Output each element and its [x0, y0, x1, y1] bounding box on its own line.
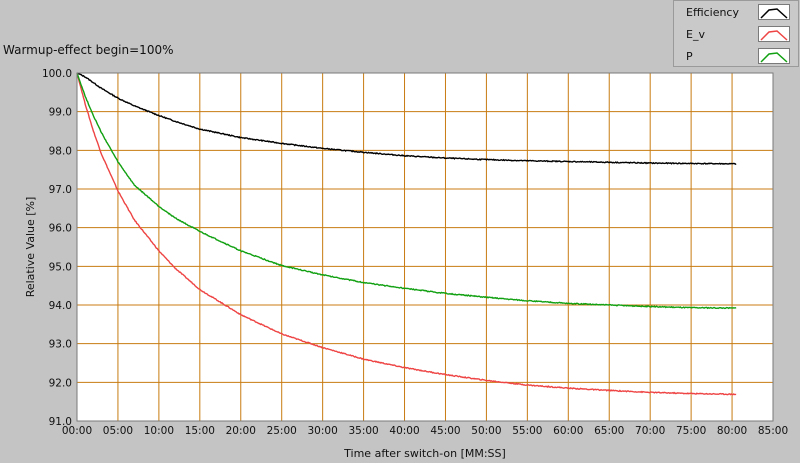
x-tick-label: 45:00	[430, 425, 460, 437]
legend-item-p[interactable]: P	[674, 46, 800, 68]
x-tick-label: 00:00	[62, 425, 92, 437]
tick-labels: 00:00 05:00 10:00 15:00 20:00 25:00 30:00 35:00…	[42, 68, 788, 437]
plot-area	[77, 73, 773, 421]
legend-line-efficiency	[760, 8, 788, 19]
y-axis-label: Relative Value [%]	[24, 197, 37, 298]
x-tick-label: 30:00	[308, 425, 338, 437]
x-tick-label: 80:00	[717, 425, 747, 437]
legend-swatch-efficiency	[758, 4, 790, 20]
legend-line-p	[760, 52, 788, 63]
x-tick-label: 85:00	[758, 425, 788, 437]
x-tick-label: 25:00	[267, 425, 297, 437]
legend-label-efficiency: Efficiency	[686, 6, 739, 19]
legend: Efficiency E_v P	[673, 0, 799, 67]
y-tick-label: 94.0	[49, 300, 72, 312]
y-tick-label: 100.0	[42, 68, 72, 80]
plot-border	[76, 72, 774, 422]
x-tick-label: 15:00	[185, 425, 215, 437]
x-tick-label: 40:00	[389, 425, 419, 437]
legend-line-e-v	[760, 30, 788, 41]
series-line-e-v	[76, 72, 737, 396]
legend-swatch-p	[758, 48, 790, 64]
x-tick-label: 75:00	[676, 425, 706, 437]
x-tick-label: 20:00	[226, 425, 256, 437]
legend-item-efficiency[interactable]: Efficiency	[674, 2, 800, 24]
y-tick-label: 91.0	[49, 416, 72, 428]
legend-label-e-v: E_v	[686, 28, 705, 41]
legend-item-e-v[interactable]: E_v	[674, 24, 800, 46]
y-tick-label: 98.0	[49, 145, 72, 157]
legend-label-p: P	[686, 50, 693, 63]
x-tick-label: 05:00	[103, 425, 133, 437]
y-tick-label: 95.0	[49, 261, 72, 273]
x-tick-label: 35:00	[348, 425, 378, 437]
series-line-efficiency	[76, 72, 737, 166]
y-tick-label: 92.0	[49, 377, 72, 389]
series-line-p	[76, 72, 737, 310]
x-axis-label: Time after switch-on [MM:SS]	[343, 447, 506, 460]
y-tick-label: 99.0	[49, 107, 72, 119]
x-tick-label: 65:00	[594, 425, 624, 437]
x-tick-label: 55:00	[512, 425, 542, 437]
x-tick-label: 50:00	[471, 425, 501, 437]
x-tick-label: 10:00	[144, 425, 174, 437]
chart-title: Warmup-effect begin=100%	[3, 43, 174, 57]
grid-lines	[77, 73, 773, 421]
x-tick-label: 70:00	[635, 425, 665, 437]
x-tick-label: 60:00	[553, 425, 583, 437]
y-tick-label: 97.0	[49, 184, 72, 196]
series-lines	[76, 72, 737, 396]
y-tick-label: 96.0	[49, 223, 72, 235]
y-tick-label: 93.0	[49, 339, 72, 351]
legend-swatch-e-v	[758, 26, 790, 42]
